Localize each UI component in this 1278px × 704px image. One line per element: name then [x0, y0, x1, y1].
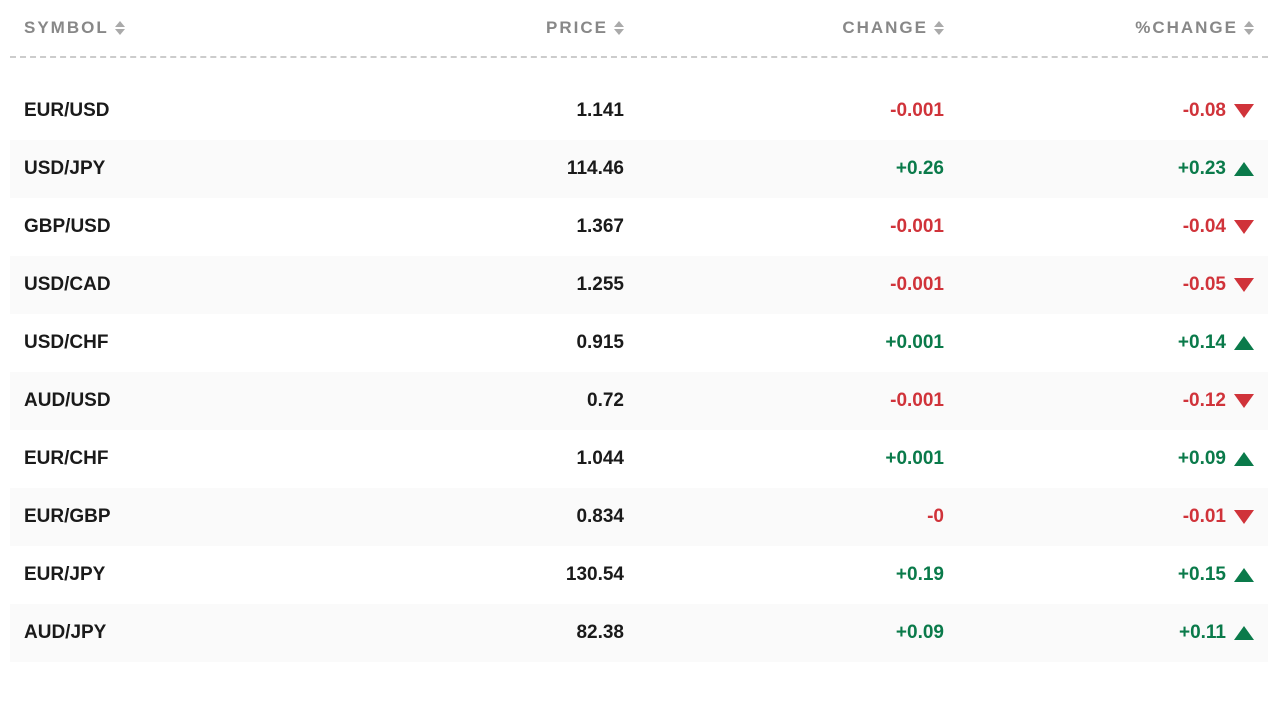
change-cell: +0.09 [624, 622, 944, 644]
sort-icon [115, 21, 125, 35]
pctchange-value: +0.23 [1178, 158, 1226, 180]
pctchange-value: +0.15 [1178, 564, 1226, 586]
arrow-down-icon [1234, 220, 1254, 234]
forex-quotes-table: SYMBOL PRICE CHANGE %CHANGE [0, 0, 1278, 662]
price-cell: 1.255 [404, 274, 624, 296]
pctchange-value: +0.09 [1178, 448, 1226, 470]
change-cell: +0.26 [624, 158, 944, 180]
symbol-cell[interactable]: EUR/USD [24, 100, 404, 122]
table-row: EUR/GBP0.834-0 -0.01 [10, 488, 1268, 546]
pctchange-cell: +0.15 [944, 564, 1254, 586]
table-row: USD/CHF0.915+0.001 +0.14 [10, 314, 1268, 372]
pctchange-cell: +0.14 [944, 332, 1254, 354]
column-header-pctchange-label: %CHANGE [1135, 18, 1238, 38]
price-cell: 130.54 [404, 564, 624, 586]
table-body: EUR/USD1.141-0.001-0.08USD/JPY114.46+0.2… [10, 58, 1268, 662]
symbol-cell[interactable]: GBP/USD [24, 216, 404, 238]
pctchange-value: -0.05 [1183, 274, 1226, 296]
table-row: GBP/USD1.367-0.001 -0.04 [10, 198, 1268, 256]
symbol-cell[interactable]: EUR/GBP [24, 506, 404, 528]
pctchange-value: +0.11 [1179, 622, 1226, 644]
pctchange-cell: +0.09 [944, 448, 1254, 470]
column-header-change[interactable]: CHANGE [624, 18, 944, 38]
pctchange-value: -0.01 [1183, 506, 1226, 528]
symbol-cell[interactable]: EUR/CHF [24, 448, 404, 470]
price-cell: 82.38 [404, 622, 624, 644]
arrow-up-icon [1234, 568, 1254, 582]
change-cell: +0.19 [624, 564, 944, 586]
arrow-down-icon [1234, 278, 1254, 292]
symbol-cell[interactable]: USD/CHF [24, 332, 404, 354]
column-header-change-label: CHANGE [842, 18, 928, 38]
price-cell: 1.367 [404, 216, 624, 238]
change-cell: -0.001 [624, 100, 944, 122]
column-header-price[interactable]: PRICE [404, 18, 624, 38]
column-header-symbol[interactable]: SYMBOL [24, 18, 404, 38]
sort-icon [1244, 21, 1254, 35]
pctchange-cell: +0.23 [944, 158, 1254, 180]
sort-icon [934, 21, 944, 35]
symbol-cell[interactable]: AUD/JPY [24, 622, 404, 644]
table-row: USD/CAD1.255-0.001 -0.05 [10, 256, 1268, 314]
arrow-up-icon [1234, 336, 1254, 350]
pctchange-value: -0.04 [1183, 216, 1226, 238]
table-row: EUR/USD1.141-0.001 -0.08 [10, 82, 1268, 140]
change-cell: +0.001 [624, 448, 944, 470]
column-header-symbol-label: SYMBOL [24, 18, 109, 38]
arrow-down-icon [1234, 394, 1254, 408]
pctchange-cell: -0.12 [944, 390, 1254, 412]
arrow-up-icon [1234, 162, 1254, 176]
arrow-down-icon [1234, 104, 1254, 118]
column-header-pctchange[interactable]: %CHANGE [944, 18, 1254, 38]
table-row: EUR/CHF1.044+0.001 +0.09 [10, 430, 1268, 488]
pctchange-value: +0.14 [1178, 332, 1226, 354]
pctchange-cell: -0.05 [944, 274, 1254, 296]
table-row: AUD/USD0.72-0.001 -0.12 [10, 372, 1268, 430]
table-row: AUD/JPY82.38+0.09 +0.11 [10, 604, 1268, 662]
pctchange-cell: -0.08 [944, 100, 1254, 122]
pctchange-cell: -0.01 [944, 506, 1254, 528]
pctchange-cell: -0.04 [944, 216, 1254, 238]
price-cell: 0.72 [404, 390, 624, 412]
arrow-up-icon [1234, 452, 1254, 466]
arrow-up-icon [1234, 626, 1254, 640]
arrow-down-icon [1234, 510, 1254, 524]
change-cell: -0.001 [624, 390, 944, 412]
change-cell: +0.001 [624, 332, 944, 354]
price-cell: 1.044 [404, 448, 624, 470]
price-cell: 0.834 [404, 506, 624, 528]
symbol-cell[interactable]: USD/CAD [24, 274, 404, 296]
price-cell: 114.46 [404, 158, 624, 180]
symbol-cell[interactable]: EUR/JPY [24, 564, 404, 586]
price-cell: 0.915 [404, 332, 624, 354]
pctchange-value: -0.08 [1183, 100, 1226, 122]
pctchange-value: -0.12 [1183, 390, 1226, 412]
table-header-row: SYMBOL PRICE CHANGE %CHANGE [10, 0, 1268, 58]
pctchange-cell: +0.11 [944, 622, 1254, 644]
column-header-price-label: PRICE [546, 18, 608, 38]
change-cell: -0.001 [624, 274, 944, 296]
symbol-cell[interactable]: AUD/USD [24, 390, 404, 412]
table-row: USD/JPY114.46+0.26 +0.23 [10, 140, 1268, 198]
sort-icon [614, 21, 624, 35]
change-cell: -0 [624, 506, 944, 528]
symbol-cell[interactable]: USD/JPY [24, 158, 404, 180]
change-cell: -0.001 [624, 216, 944, 238]
price-cell: 1.141 [404, 100, 624, 122]
table-row: EUR/JPY130.54+0.19 +0.15 [10, 546, 1268, 604]
